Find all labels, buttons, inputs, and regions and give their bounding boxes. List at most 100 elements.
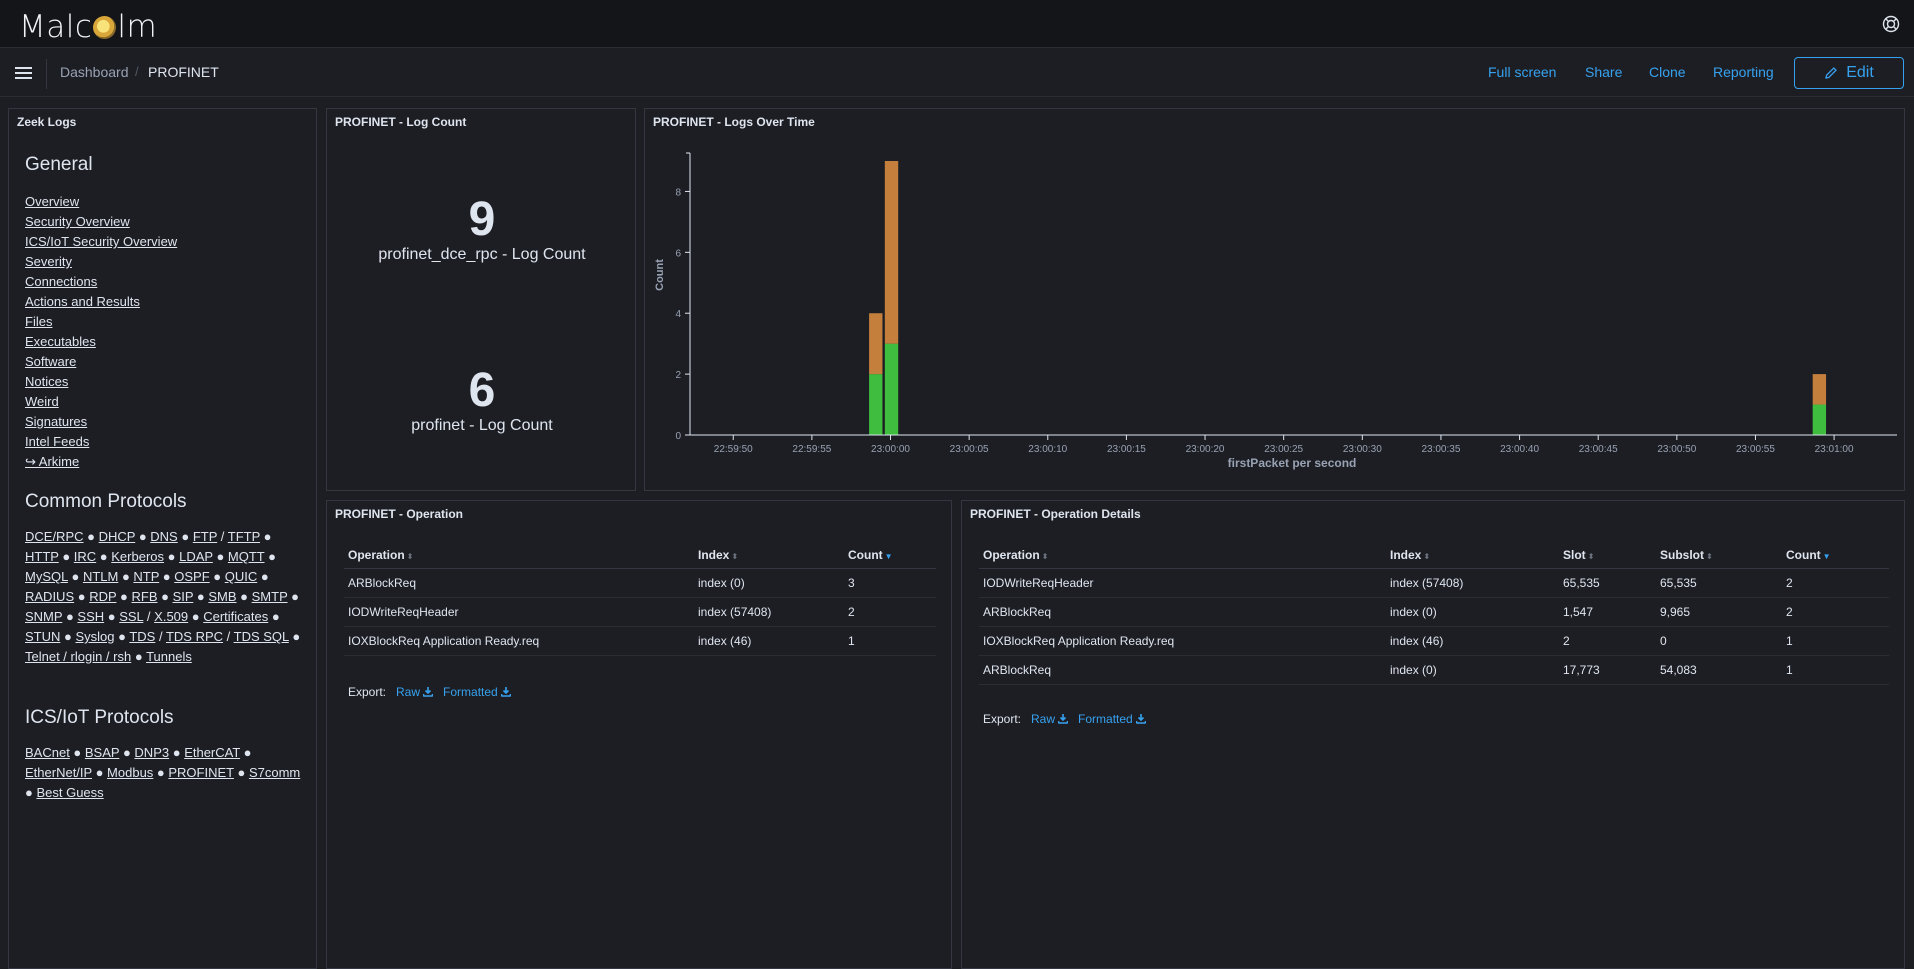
sort-icon[interactable]: ⬍: [1587, 551, 1595, 561]
sidebar-link-executables[interactable]: Executables: [25, 334, 96, 349]
full-screen-link[interactable]: Full screen: [1488, 64, 1557, 80]
chart-x-tick-label: 23:01:00: [1815, 444, 1854, 455]
column-header-index[interactable]: Index ⬍: [1386, 542, 1559, 569]
logs-over-time-chart[interactable]: 0 2 4 6 8 22:59:50 22:59:55 23:00:00 23:00:05 23:…: [645, 135, 1900, 485]
sort-icon[interactable]: ⬍: [1706, 551, 1713, 561]
protocol-link-modbus[interactable]: Modbus: [107, 765, 154, 780]
export-formatted-link[interactable]: Formatted: [1078, 712, 1146, 726]
sidebar-link-arkime[interactable]: ↪ Arkime: [25, 454, 80, 469]
protocol-link-telnet-rlogin-rsh[interactable]: Telnet / rlogin / rsh: [25, 649, 132, 664]
breadcrumb-dashboard[interactable]: Dashboard: [60, 64, 129, 80]
sort-icon[interactable]: ⬍: [731, 551, 739, 561]
sidebar-link-severity[interactable]: Severity: [25, 254, 72, 269]
column-header-operation[interactable]: Operation ⬍: [344, 542, 694, 569]
protocol-link-rfb[interactable]: RFB: [131, 589, 158, 604]
protocol-link-stun[interactable]: STUN: [25, 629, 61, 644]
protocol-link-ssh[interactable]: SSH: [77, 609, 105, 624]
sidebar-link-overview[interactable]: Overview: [25, 194, 80, 209]
protocol-link-snmp[interactable]: SNMP: [25, 609, 63, 624]
bullet-separator: ●: [69, 745, 85, 760]
sidebar-link-intel-feeds[interactable]: Intel Feeds: [25, 434, 90, 449]
clone-link[interactable]: Clone: [1649, 64, 1686, 80]
edit-button[interactable]: Edit: [1794, 57, 1904, 89]
protocol-link-tds[interactable]: TDS: [129, 629, 156, 644]
table-cell-operation: ARBlockReq: [979, 655, 1386, 685]
protocol-link-tftp[interactable]: TFTP: [227, 529, 261, 544]
chart-bar-segment-series-1[interactable]: [869, 313, 883, 375]
column-header-subslot[interactable]: Subslot ⬍: [1656, 542, 1782, 569]
hamburger-menu-icon[interactable]: [15, 66, 32, 80]
sidebar-link-actions-and-results[interactable]: Actions and Results: [25, 294, 140, 309]
protocol-link-s7comm[interactable]: S7comm: [248, 765, 301, 780]
sidebar-link-security-overview[interactable]: Security Overview: [25, 214, 130, 229]
sort-icon[interactable]: ⬍: [1423, 551, 1431, 561]
protocol-link-certificates[interactable]: Certificates: [203, 609, 269, 624]
chart-bar-segment-series-1[interactable]: [1812, 374, 1827, 405]
sidebar-link-weird[interactable]: Weird: [25, 394, 59, 409]
sidebar-link-signatures[interactable]: Signatures: [25, 414, 88, 429]
logo-globe-icon: [93, 16, 117, 39]
protocol-link-ldap[interactable]: LDAP: [179, 549, 213, 564]
sidebar-link-files[interactable]: Files: [25, 314, 53, 329]
protocol-link-smtp[interactable]: SMTP: [251, 589, 288, 604]
bullet-separator: ●: [177, 529, 193, 544]
protocol-link-ethercat[interactable]: EtherCAT: [184, 745, 241, 760]
protocol-link-tunnels[interactable]: Tunnels: [146, 649, 192, 664]
table-row: IODWriteReqHeader index (57408) 2: [344, 597, 936, 627]
protocol-link-best-guess[interactable]: Best Guess: [36, 785, 104, 800]
reporting-link[interactable]: Reporting: [1713, 64, 1774, 80]
column-header-count[interactable]: Count ▼: [844, 542, 936, 569]
protocol-link-radius[interactable]: RADIUS: [25, 589, 75, 604]
protocol-link-ntlm[interactable]: NTLM: [82, 569, 119, 584]
column-header-index[interactable]: Index ⬍: [694, 542, 844, 569]
protocol-link-bacnet[interactable]: BACnet: [25, 745, 70, 760]
protocol-link-dns[interactable]: DNS: [150, 529, 178, 544]
chart-bar-segment-series-1[interactable]: [884, 161, 899, 344]
chart-x-tick-label: 23:00:00: [871, 444, 910, 455]
protocol-link-tds-sql[interactable]: TDS SQL: [233, 629, 289, 644]
protocol-link-kerberos[interactable]: Kerberos: [111, 549, 165, 564]
sidebar-link-notices[interactable]: Notices: [25, 374, 69, 389]
sort-icon[interactable]: ⬍: [406, 551, 414, 561]
protocol-link-tds-rpc[interactable]: TDS RPC: [165, 629, 224, 644]
sort-descending-icon[interactable]: ▼: [1822, 551, 1831, 561]
sidebar-link-software[interactable]: Software: [25, 354, 77, 369]
protocol-link-ssl[interactable]: SSL: [119, 609, 144, 624]
protocol-link-smb[interactable]: SMB: [208, 589, 237, 604]
sidebar-link-ics-iot-security-overview[interactable]: ICS/IoT Security Overview: [25, 234, 178, 249]
chart-bar-segment-series-0[interactable]: [884, 343, 899, 435]
protocol-link-rdp[interactable]: RDP: [89, 589, 117, 604]
protocol-link-dhcp[interactable]: DHCP: [98, 529, 136, 544]
export-raw-link[interactable]: Raw: [1031, 712, 1069, 726]
sidebar-link-connections[interactable]: Connections: [25, 274, 98, 289]
chart-bar-segment-series-0[interactable]: [869, 374, 883, 435]
chart-bar-segment-series-0[interactable]: [1812, 404, 1827, 435]
protocol-link-dce-rpc[interactable]: DCE/RPC: [25, 529, 84, 544]
export-raw-link[interactable]: Raw: [396, 685, 434, 699]
protocol-link-profinet[interactable]: PROFINET: [168, 765, 234, 780]
protocol-link-ospf[interactable]: OSPF: [174, 569, 210, 584]
malcolm-logo[interactable]: Malc lm: [19, 9, 157, 45]
protocol-link-x-509[interactable]: X.509: [154, 609, 189, 624]
column-header-slot[interactable]: Slot ⬍: [1559, 542, 1656, 569]
protocol-link-sip[interactable]: SIP: [172, 589, 194, 604]
protocol-link-http[interactable]: HTTP: [25, 549, 59, 564]
protocol-link-ftp[interactable]: FTP: [192, 529, 218, 544]
protocol-link-irc[interactable]: IRC: [73, 549, 97, 564]
protocol-link-mqtt[interactable]: MQTT: [227, 549, 265, 564]
protocol-link-quic[interactable]: QUIC: [224, 569, 258, 584]
sort-icon[interactable]: ⬍: [1041, 551, 1049, 561]
metric-profinet-dce-rpc: 9 profinet_dce_rpc - Log Count: [327, 194, 637, 264]
protocol-link-mysql[interactable]: MySQL: [25, 569, 68, 584]
protocol-link-ntp[interactable]: NTP: [133, 569, 160, 584]
protocol-link-ethernet-ip[interactable]: EtherNet/IP: [25, 765, 92, 780]
protocol-link-dnp3[interactable]: DNP3: [134, 745, 170, 760]
export-formatted-link[interactable]: Formatted: [443, 685, 511, 699]
share-link[interactable]: Share: [1585, 64, 1623, 80]
help-lifebuoy-icon[interactable]: [1882, 15, 1900, 33]
sort-descending-icon[interactable]: ▼: [884, 551, 893, 561]
protocol-link-bsap[interactable]: BSAP: [84, 745, 120, 760]
column-header-count[interactable]: Count ▼: [1782, 542, 1889, 569]
protocol-link-syslog[interactable]: Syslog: [75, 629, 115, 644]
column-header-operation[interactable]: Operation ⬍: [979, 542, 1386, 569]
